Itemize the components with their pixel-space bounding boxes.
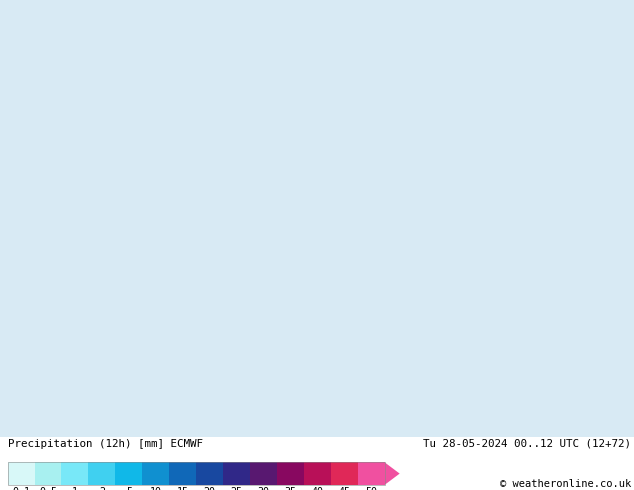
Bar	[223, 463, 250, 485]
Polygon shape	[385, 463, 399, 485]
Bar	[115, 463, 142, 485]
Text: Precipitation (12h) [mm] ECMWF: Precipitation (12h) [mm] ECMWF	[8, 439, 203, 449]
Text: 10: 10	[150, 487, 162, 490]
Text: 20: 20	[204, 487, 216, 490]
Text: 0.5: 0.5	[39, 487, 57, 490]
Text: © weatheronline.co.uk: © weatheronline.co.uk	[500, 479, 631, 489]
Bar	[331, 463, 358, 485]
Text: 5: 5	[126, 487, 132, 490]
Bar	[8, 463, 34, 485]
Text: 50: 50	[365, 487, 377, 490]
Text: 1: 1	[72, 487, 78, 490]
Bar	[169, 463, 197, 485]
Bar	[61, 463, 88, 485]
Text: 0.1: 0.1	[12, 487, 30, 490]
Bar	[358, 463, 385, 485]
Text: 40: 40	[311, 487, 323, 490]
Bar	[142, 463, 169, 485]
Bar	[250, 463, 277, 485]
Bar	[8, 463, 385, 485]
Text: 30: 30	[257, 487, 269, 490]
Bar	[277, 463, 304, 485]
Bar	[196, 463, 223, 485]
Text: 2: 2	[99, 487, 105, 490]
Bar	[304, 463, 331, 485]
Bar	[34, 463, 61, 485]
Text: 25: 25	[231, 487, 243, 490]
Text: 35: 35	[285, 487, 297, 490]
Bar	[89, 463, 115, 485]
Text: 45: 45	[339, 487, 351, 490]
Text: Tu 28-05-2024 00..12 UTC (12+72): Tu 28-05-2024 00..12 UTC (12+72)	[423, 439, 631, 449]
Text: 15: 15	[177, 487, 189, 490]
